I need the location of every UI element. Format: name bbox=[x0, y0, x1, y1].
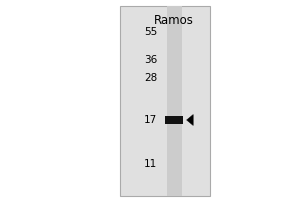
Text: 55: 55 bbox=[144, 27, 158, 37]
Polygon shape bbox=[187, 114, 193, 126]
Text: 36: 36 bbox=[144, 55, 158, 65]
Text: Ramos: Ramos bbox=[154, 14, 194, 27]
Text: 11: 11 bbox=[144, 159, 158, 169]
FancyBboxPatch shape bbox=[165, 116, 183, 124]
FancyBboxPatch shape bbox=[120, 6, 210, 196]
FancyBboxPatch shape bbox=[167, 6, 182, 196]
Text: 28: 28 bbox=[144, 73, 158, 83]
Text: 17: 17 bbox=[144, 115, 158, 125]
